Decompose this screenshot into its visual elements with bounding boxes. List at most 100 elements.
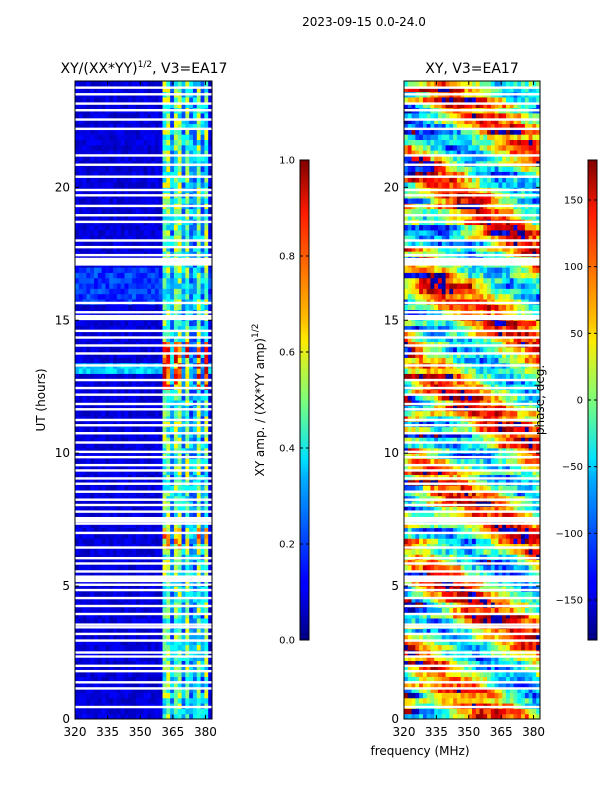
amplitude-heatmap-cell (128, 713, 133, 719)
phase-heatmap-cell (483, 708, 488, 715)
phase-heatmap-cell (532, 665, 537, 672)
amplitude-heatmap-cell (105, 288, 110, 295)
amplitude-heatmap-cell (189, 442, 194, 449)
amplitude-heatmap-cell (192, 123, 198, 130)
amplitude-heatmap-cell (162, 134, 167, 140)
amplitude-heatmap-cell (143, 150, 148, 156)
amplitude-heatmap-cell (151, 277, 156, 284)
phase-heatmap-cell (453, 676, 458, 683)
amplitude-heatmap-cell (124, 681, 129, 688)
phase-heatmap-cell (434, 687, 439, 693)
amplitude-heatmap-cell (185, 511, 190, 518)
amplitude-heatmap-cell (94, 373, 99, 380)
amplitude-heatmap-cell (75, 81, 80, 87)
amplitude-heatmap-cell (75, 96, 80, 103)
phase-heatmap-cell (434, 660, 439, 667)
amplitude-heatmap-cell (139, 671, 144, 677)
amplitude-heatmap-cell (147, 288, 152, 295)
amplitude-heatmap-cell (170, 288, 175, 295)
phase-heatmap-cell (513, 665, 518, 672)
amplitude-heatmap-cell (181, 671, 186, 677)
amplitude-heatmap-cell (185, 570, 190, 576)
amplitude-heatmap-cell (120, 155, 125, 162)
amplitude-heatmap-cell (82, 330, 87, 337)
amplitude-heatmap-cell (120, 267, 125, 273)
amplitude-heatmap-cell (120, 681, 125, 688)
amplitude-heatmap-cell (135, 245, 141, 252)
phase-heatmap-cell (524, 708, 530, 715)
amplitude-heatmap-cell (143, 564, 148, 571)
amplitude-heatmap-cell (116, 208, 122, 215)
amplitude-heatmap-cell (181, 267, 186, 273)
amplitude-heatmap-cell (120, 410, 125, 417)
amplitude-heatmap-cell (196, 150, 202, 156)
amplitude-heatmap-cell (151, 213, 156, 220)
phase-heatmap-cell (536, 708, 540, 715)
phase-heatmap-cell (434, 708, 439, 715)
amplitude-heatmap-cell (147, 511, 152, 518)
phase-heatmap-cell (498, 676, 503, 683)
amplitude-heatmap-cell (166, 431, 171, 438)
phase-heatmap-cell (456, 655, 462, 662)
amplitude-heatmap-cell (105, 437, 110, 444)
amplitude-heatmap-cell (116, 639, 122, 646)
phase-heatmap-cell (422, 697, 428, 704)
amplitude-heatmap-cell (158, 644, 164, 651)
amplitude-heatmap-cell (135, 655, 141, 662)
amplitude-heatmap-cell (173, 118, 179, 125)
amplitude-heatmap-cell (189, 681, 194, 688)
amplitude-heatmap-cell (75, 633, 80, 640)
phase-heatmap-cell (434, 692, 439, 699)
amplitude-heatmap (75, 81, 212, 719)
amplitude-colorbar-tick-label: 0.2 (279, 540, 295, 551)
amplitude-heatmap-cell (162, 596, 167, 603)
amplitude-heatmap-cell (94, 389, 99, 396)
amplitude-heatmap-cell (135, 697, 141, 704)
amplitude-heatmap-cell (90, 713, 95, 719)
amplitude-heatmap-cell (177, 139, 183, 146)
amplitude-heatmap-cell (204, 532, 209, 539)
phase-heatmap-cell (430, 639, 435, 646)
amplitude-heatmap-cell (105, 410, 110, 417)
amplitude-heatmap-cell (147, 713, 152, 719)
amplitude-heatmap-cell (181, 320, 186, 327)
amplitude-heatmap-cell (196, 229, 202, 236)
amplitude-heatmap-cell (151, 676, 156, 683)
amplitude-heatmap-cell (78, 687, 84, 693)
amplitude-heatmap-cell (151, 330, 156, 337)
amplitude-heatmap-cell (101, 431, 106, 438)
amplitude-heatmap-cell (116, 697, 122, 704)
amplitude-heatmap-cell (135, 708, 141, 715)
phase-heatmap-cell (419, 671, 424, 677)
amplitude-heatmap-cell (177, 229, 183, 236)
amplitude-heatmap-cell (143, 134, 148, 140)
amplitude-heatmap-cell (90, 245, 95, 252)
amplitude-heatmap-cell (143, 538, 148, 545)
amplitude-heatmap-cell (192, 330, 198, 337)
amplitude-heatmap-cell (78, 112, 84, 119)
amplitude-heatmap-cell (204, 596, 209, 603)
amplitude-heatmap-cell (166, 511, 171, 518)
amplitude-heatmap-cell (82, 522, 87, 529)
amplitude-heatmap-cell (189, 235, 194, 241)
amplitude-heatmap-cell (185, 437, 190, 444)
amplitude-heatmap-cell (185, 134, 190, 140)
amplitude-heatmap-cell (120, 182, 125, 188)
amplitude-heatmap-cell (101, 357, 106, 364)
amplitude-heatmap-cell (185, 139, 190, 146)
amplitude-heatmap-cell (135, 548, 141, 555)
phase-heatmap-cell (415, 681, 420, 688)
amplitude-heatmap-cell (75, 490, 80, 497)
amplitude-flagged-row (75, 163, 212, 166)
amplitude-heatmap-cell (204, 182, 209, 188)
amplitude-heatmap-cell (105, 283, 110, 289)
phase-heatmap-cell (521, 681, 526, 688)
amplitude-heatmap-cell (124, 277, 129, 284)
phase-heatmap-cell (517, 639, 522, 646)
amplitude-heatmap-cell (158, 320, 164, 327)
amplitude-heatmap-cell (151, 102, 156, 109)
amplitude-heatmap-cell (116, 112, 122, 119)
amplitude-heatmap-cell (113, 570, 118, 576)
amplitude-heatmap-cell (82, 437, 87, 444)
amplitude-heatmap-cell (185, 182, 190, 188)
